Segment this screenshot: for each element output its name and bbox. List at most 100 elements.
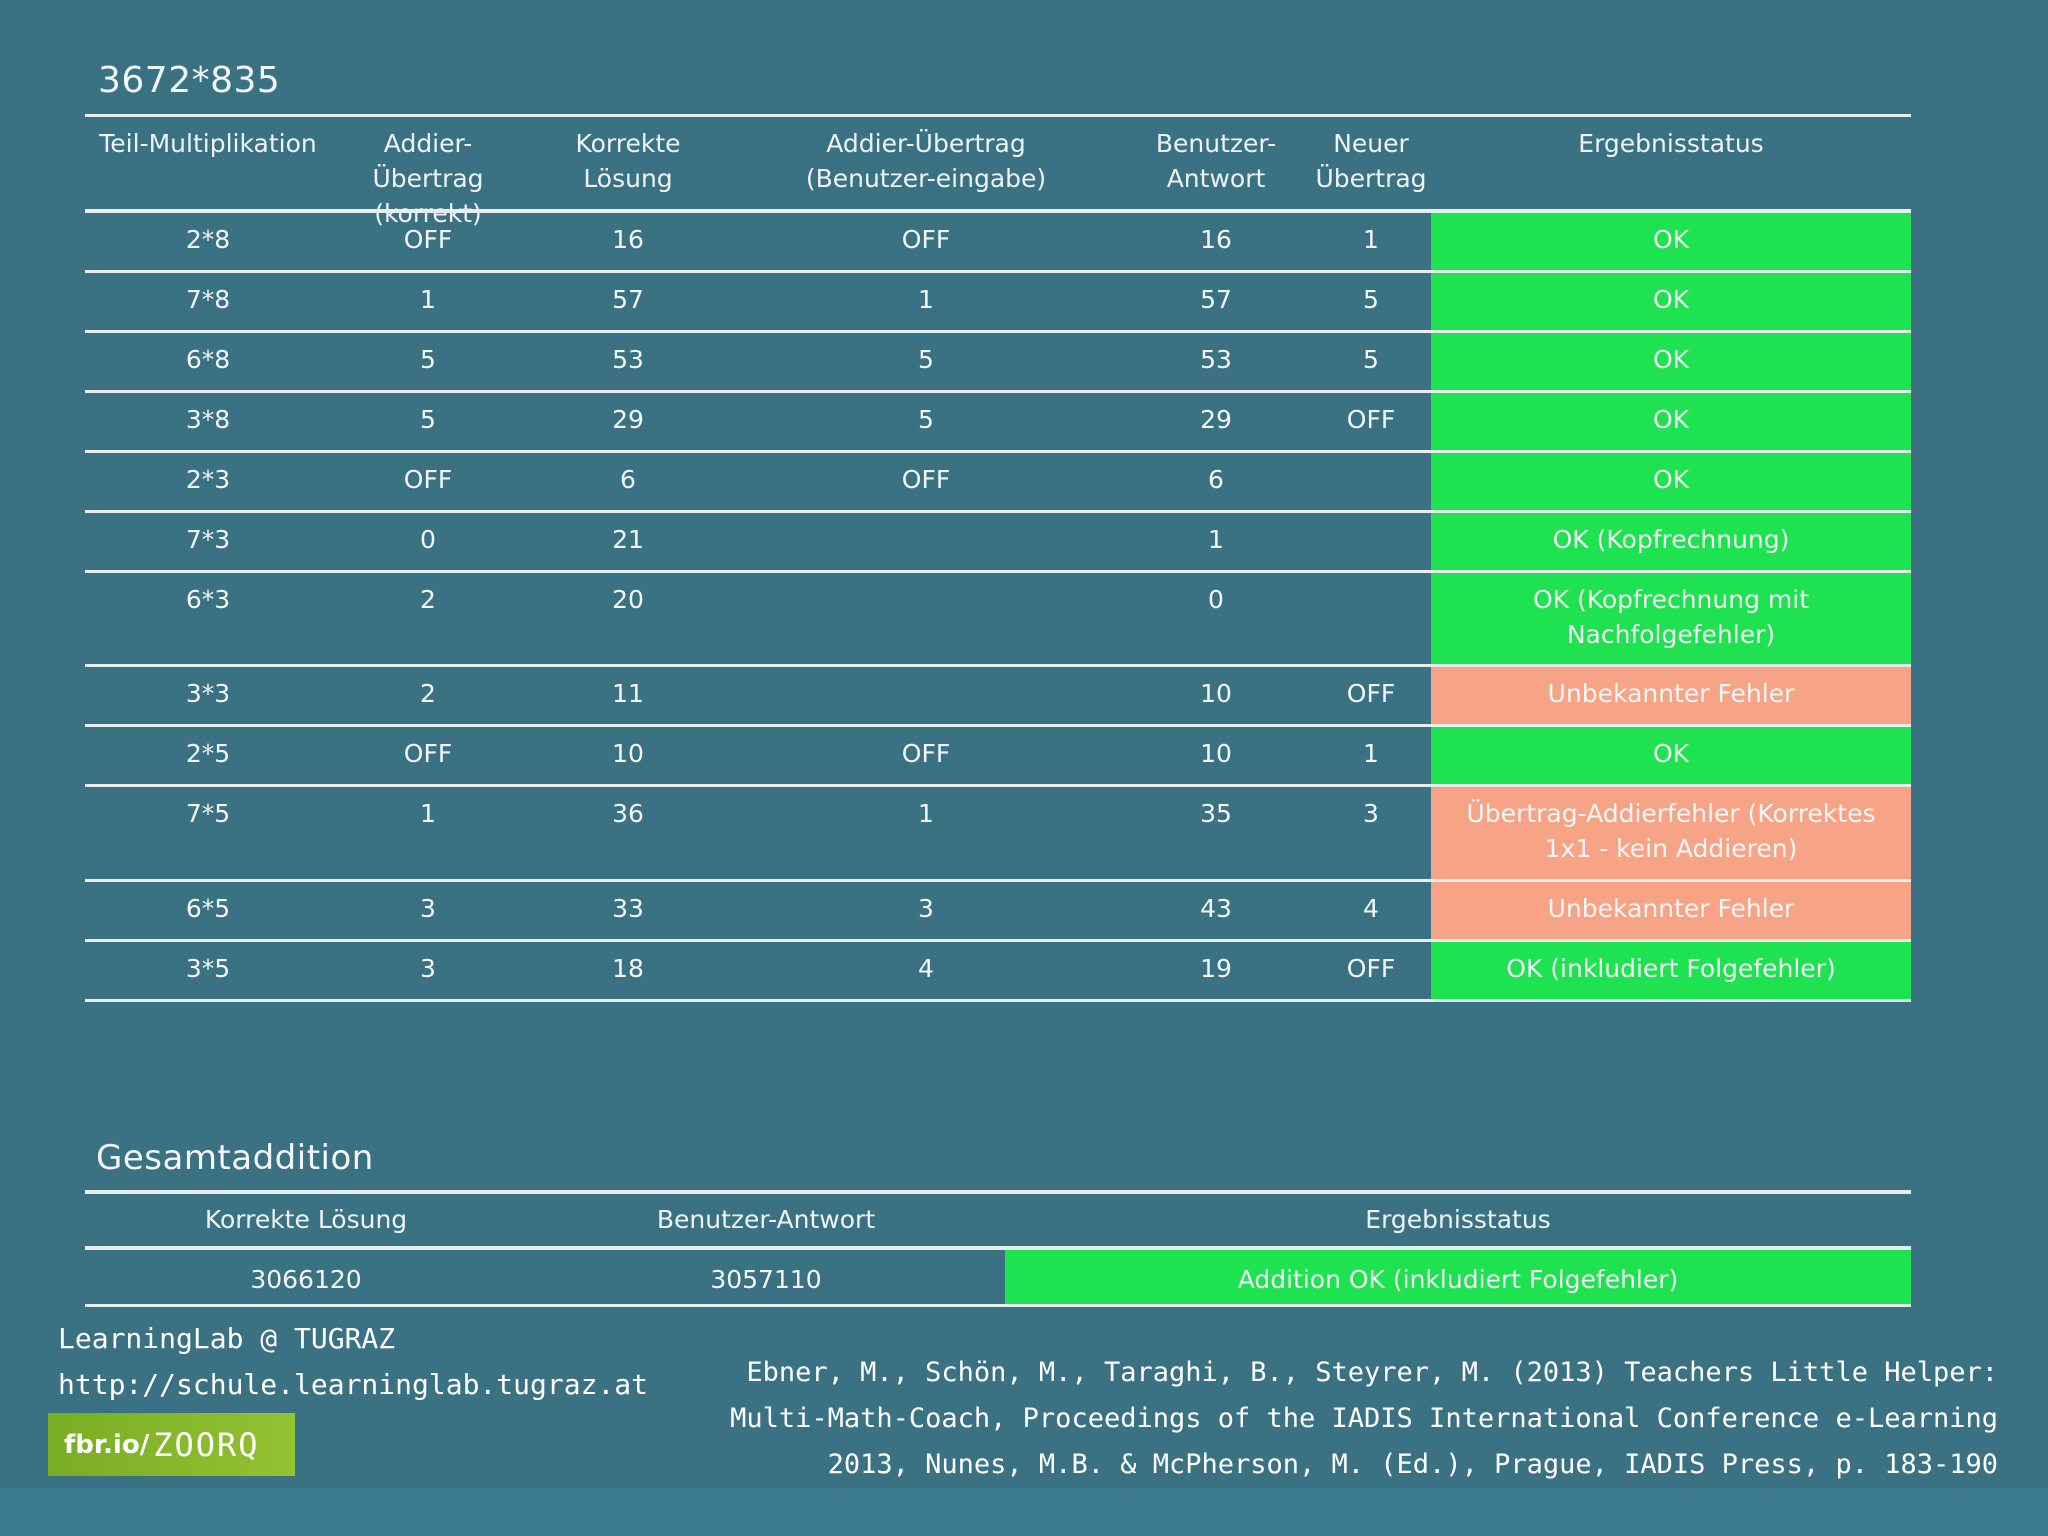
table-rule: [85, 390, 1911, 393]
table-cell: 35: [1200, 799, 1232, 828]
status-cell: OK: [1431, 453, 1911, 510]
status-cell: Unbekannter Fehler: [1431, 667, 1911, 724]
table-cell: 33: [612, 894, 644, 923]
addition-title: Gesamtaddition: [96, 1138, 374, 1178]
table-cell: 4: [918, 954, 934, 983]
column-header: Benutzer-Antwort: [656, 1205, 876, 1234]
table-row: 2*3 OFF 6 OFF 6 OK: [85, 453, 1911, 510]
table-cell: 2: [420, 679, 436, 708]
table-row: 3*5 3 18 4 19 OFF OK (inkludiert Folgefehler): [85, 942, 1911, 999]
table-cell: 6*8: [185, 345, 231, 374]
lab-url[interactable]: http://schule.learninglab.tugraz.at: [58, 1368, 649, 1401]
table-cell: 29: [1200, 405, 1232, 434]
table-cell: 2*5: [185, 739, 231, 768]
citation-line: Ebner, M., Schön, M., Taraghi, B., Steyr…: [746, 1357, 1998, 1388]
table-cell: 3: [1363, 799, 1379, 828]
status-cell: OK: [1431, 213, 1911, 270]
lab-name: LearningLab @ TUGRAZ: [58, 1322, 396, 1355]
table-cell: [731, 582, 1121, 664]
table-cell: [731, 522, 1121, 570]
table-row: 7*8 1 57 1 57 5 OK: [85, 273, 1911, 330]
column-header: Addier-Übertrag (Benutzer-eingabe): [805, 129, 1047, 193]
table-row: 7*5 1 36 1 35 3 Übertrag-Addierfehler (Korrekt…: [85, 787, 1911, 879]
table-cell: 3*3: [185, 679, 231, 708]
status-cell: OK: [1431, 333, 1911, 390]
shortlink-prefix: fbr.io/: [64, 1429, 150, 1460]
table-cell: 3066120: [250, 1265, 362, 1294]
table-cell: [731, 676, 1121, 724]
table-cell: 5: [1363, 345, 1379, 374]
table-cell: 2: [420, 585, 436, 614]
table-cell: 1: [420, 285, 436, 314]
table-row: 6*3 2 20 0 OK (Kopfrechnung mit Nachfolgefeh…: [85, 573, 1911, 664]
table-cell: 5: [918, 345, 934, 374]
table-rule: [85, 784, 1911, 787]
citation-line: Multi-Math-Coach, Proceedings of the IAD…: [730, 1403, 1998, 1434]
table-cell: OFF: [901, 465, 951, 494]
table-row: 7*3 0 21 1 OK (Kopfrechnung): [85, 513, 1911, 570]
table-cell: 5: [420, 405, 436, 434]
table-cell: 36: [612, 799, 644, 828]
status-cell: OK (inkludiert Folgefehler): [1431, 942, 1911, 999]
table-cell: [1311, 462, 1431, 510]
table-rule: [85, 1246, 1911, 1250]
table-cell: 19: [1200, 954, 1232, 983]
table-cell: OFF: [403, 225, 453, 254]
table-row: 3*3 2 11 10 OFF Unbekannter Fehler: [85, 667, 1911, 724]
table-rule: [85, 879, 1911, 882]
table-cell: 1: [420, 799, 436, 828]
status-cell: OK: [1431, 727, 1911, 784]
table-cell: 29: [612, 405, 644, 434]
table-rule: [85, 270, 1911, 273]
table-cell: 18: [612, 954, 644, 983]
table-rule: [85, 450, 1911, 453]
table-cell: OFF: [1346, 679, 1396, 708]
shortlink-badge[interactable]: fbr.io/ ZOORQ: [48, 1413, 295, 1476]
bottom-strip: [0, 1488, 2048, 1536]
table-row: 3*8 5 29 5 29 OFF OK: [85, 393, 1911, 450]
table-cell: [1311, 582, 1431, 664]
table-cell: 4: [1363, 894, 1379, 923]
table-cell: 16: [612, 225, 644, 254]
table-cell: 7*8: [185, 285, 231, 314]
table-cell: OFF: [1346, 405, 1396, 434]
table-cell: 5: [420, 345, 436, 374]
table-rule: [85, 114, 1911, 117]
table-row: 6*8 5 53 5 53 5 OK: [85, 333, 1911, 390]
table-cell: 3*5: [185, 954, 231, 983]
table-rule: [85, 209, 1911, 213]
table-cell: OFF: [901, 225, 951, 254]
status-cell: OK (Kopfrechnung mit Nachfolgefehler): [1431, 573, 1911, 664]
table-cell: 1: [918, 799, 934, 828]
table-rule: [85, 330, 1911, 333]
table-rule: [85, 570, 1911, 573]
table-cell: 1: [1208, 525, 1224, 554]
table-cell: 1: [1363, 225, 1379, 254]
table-cell: 2*3: [185, 465, 231, 494]
table-cell: OFF: [403, 465, 453, 494]
citation: Ebner, M., Schön, M., Taraghi, B., Steyr…: [658, 1350, 1998, 1488]
status-cell: OK: [1431, 393, 1911, 450]
column-header: Teil-Multiplikation: [99, 129, 317, 158]
table-rule: [85, 510, 1911, 513]
table-rule: [85, 1190, 1911, 1194]
table-cell: 3: [420, 954, 436, 983]
table-cell: 1: [1363, 739, 1379, 768]
table-cell: 6: [620, 465, 636, 494]
table-cell: 6*5: [185, 894, 231, 923]
status-cell: Unbekannter Fehler: [1431, 882, 1911, 939]
table-cell: 5: [1363, 285, 1379, 314]
table-cell: OFF: [403, 739, 453, 768]
table-rule: [85, 999, 1911, 1002]
status-cell: Addition OK (inkludiert Folgefehler): [1005, 1250, 1911, 1304]
status-cell: OK: [1431, 273, 1911, 330]
table-cell: 10: [612, 739, 644, 768]
table-cell: 10: [1200, 739, 1232, 768]
table-cell: 3: [918, 894, 934, 923]
citation-line: 2013, Nunes, M.B. & McPherson, M. (Ed.),…: [827, 1449, 1998, 1480]
status-cell: Übertrag-Addierfehler (Korrektes 1x1 - k…: [1431, 787, 1911, 879]
column-header: Benutzer- Antwort: [1155, 129, 1277, 193]
table-rule: [85, 664, 1911, 667]
table-cell: 21: [612, 525, 644, 554]
table-row: 6*5 3 33 3 43 4 Unbekannter Fehler: [85, 882, 1911, 939]
